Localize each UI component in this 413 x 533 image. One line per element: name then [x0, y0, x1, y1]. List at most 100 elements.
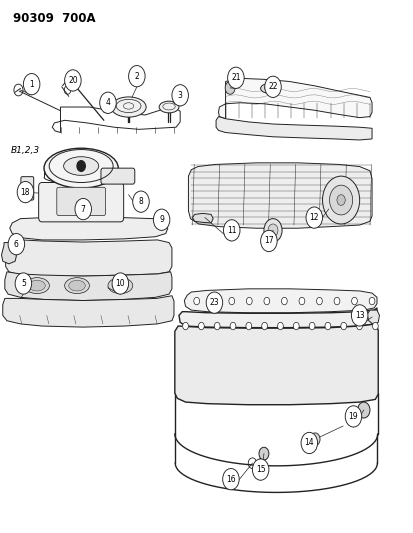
- Circle shape: [211, 297, 216, 305]
- Polygon shape: [10, 217, 167, 240]
- Circle shape: [112, 273, 128, 294]
- Circle shape: [246, 297, 252, 305]
- Polygon shape: [2, 243, 17, 264]
- Circle shape: [300, 432, 317, 454]
- Circle shape: [305, 207, 322, 228]
- Polygon shape: [184, 289, 376, 313]
- Text: 10: 10: [115, 279, 125, 288]
- Ellipse shape: [260, 84, 276, 93]
- Polygon shape: [218, 78, 371, 119]
- Circle shape: [14, 84, 23, 96]
- Circle shape: [264, 76, 280, 98]
- Circle shape: [281, 297, 287, 305]
- Circle shape: [8, 233, 24, 255]
- Text: 21: 21: [230, 73, 240, 82]
- Polygon shape: [216, 117, 371, 140]
- Circle shape: [228, 297, 234, 305]
- FancyBboxPatch shape: [101, 168, 135, 184]
- Text: 7: 7: [81, 205, 85, 214]
- Circle shape: [171, 85, 188, 106]
- Text: 17: 17: [263, 237, 273, 246]
- Circle shape: [351, 297, 356, 305]
- Text: 8: 8: [138, 197, 143, 206]
- Ellipse shape: [64, 157, 98, 175]
- Circle shape: [17, 181, 33, 203]
- Circle shape: [222, 469, 239, 490]
- Text: 11: 11: [226, 226, 236, 235]
- Circle shape: [356, 322, 361, 330]
- Polygon shape: [188, 163, 371, 228]
- Ellipse shape: [112, 280, 128, 291]
- Polygon shape: [178, 308, 376, 328]
- Circle shape: [214, 322, 220, 330]
- Circle shape: [261, 322, 267, 330]
- Circle shape: [329, 185, 352, 215]
- Polygon shape: [3, 296, 173, 327]
- Polygon shape: [174, 324, 377, 405]
- Circle shape: [263, 297, 269, 305]
- Circle shape: [322, 176, 359, 224]
- Text: 5: 5: [21, 279, 26, 288]
- Ellipse shape: [24, 278, 49, 294]
- Ellipse shape: [108, 278, 133, 294]
- Circle shape: [260, 230, 276, 252]
- Text: 1: 1: [29, 79, 34, 88]
- Circle shape: [344, 406, 361, 427]
- Circle shape: [223, 220, 240, 241]
- Circle shape: [340, 322, 346, 330]
- Text: 3: 3: [177, 91, 182, 100]
- Ellipse shape: [69, 280, 85, 291]
- Circle shape: [198, 322, 204, 330]
- FancyBboxPatch shape: [57, 187, 105, 215]
- Text: 20: 20: [68, 76, 78, 85]
- Circle shape: [227, 67, 244, 88]
- Circle shape: [336, 195, 344, 205]
- Circle shape: [193, 297, 199, 305]
- Text: 18: 18: [21, 188, 30, 197]
- Circle shape: [316, 297, 322, 305]
- Circle shape: [259, 447, 268, 460]
- Circle shape: [64, 86, 71, 94]
- Ellipse shape: [111, 97, 146, 117]
- Circle shape: [309, 433, 319, 446]
- Polygon shape: [366, 310, 379, 325]
- Text: 15: 15: [255, 465, 265, 474]
- Circle shape: [277, 322, 282, 330]
- Circle shape: [75, 198, 91, 220]
- Circle shape: [245, 322, 251, 330]
- Ellipse shape: [44, 148, 118, 188]
- Circle shape: [333, 297, 339, 305]
- Circle shape: [153, 209, 169, 230]
- Text: 90309  700A: 90309 700A: [13, 12, 95, 26]
- Text: 12: 12: [309, 213, 318, 222]
- FancyBboxPatch shape: [38, 182, 123, 222]
- Circle shape: [133, 191, 149, 212]
- Circle shape: [15, 273, 31, 294]
- Text: 2: 2: [134, 71, 139, 80]
- Ellipse shape: [159, 101, 178, 113]
- Text: 23: 23: [209, 298, 219, 307]
- Text: 6: 6: [14, 240, 19, 249]
- Circle shape: [372, 322, 377, 330]
- Circle shape: [268, 224, 277, 237]
- Circle shape: [77, 161, 85, 171]
- Circle shape: [225, 82, 235, 94]
- Polygon shape: [5, 272, 171, 301]
- Circle shape: [128, 66, 145, 87]
- Text: 13: 13: [354, 311, 363, 320]
- FancyBboxPatch shape: [21, 176, 33, 200]
- Circle shape: [64, 70, 81, 91]
- Polygon shape: [6, 239, 171, 276]
- Circle shape: [309, 322, 314, 330]
- Polygon shape: [192, 213, 213, 223]
- Text: 14: 14: [304, 439, 313, 448]
- Circle shape: [206, 292, 222, 313]
- Text: 16: 16: [225, 475, 235, 483]
- Circle shape: [230, 322, 235, 330]
- Circle shape: [182, 322, 188, 330]
- Circle shape: [298, 297, 304, 305]
- Circle shape: [293, 322, 299, 330]
- Ellipse shape: [64, 278, 89, 294]
- Text: 4: 4: [105, 98, 110, 107]
- Circle shape: [263, 219, 281, 242]
